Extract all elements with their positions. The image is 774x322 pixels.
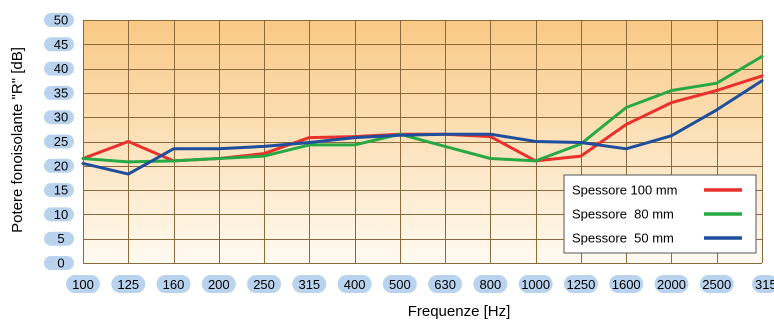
x-tick-pill	[66, 275, 100, 293]
y-tick-label: 40	[54, 61, 68, 76]
x-tick-label: 800	[480, 277, 502, 292]
y-tick-pill	[44, 207, 74, 222]
y-tick-label: 5	[57, 231, 64, 246]
x-tick-pill	[337, 275, 372, 293]
x-tick-pill	[563, 275, 598, 293]
x-tick-label: 1250	[566, 277, 595, 292]
x-tick-label: 630	[434, 277, 456, 292]
y-tick-pill	[44, 183, 74, 198]
y-tick-label: 25	[54, 134, 68, 149]
y-tick-pill	[44, 231, 74, 246]
x-tick-pill	[247, 275, 282, 293]
y-tick-label: 0	[57, 256, 64, 271]
legend-label: Spessore 100 mm	[572, 183, 678, 198]
y-axis-label: Potere fonoisolante "R" [dB]	[9, 47, 26, 233]
x-tick-pill	[292, 275, 327, 293]
y-tick-label: 10	[54, 207, 68, 222]
x-tick-pill	[518, 275, 553, 293]
x-tick-label: 400	[344, 277, 366, 292]
x-tick-pill	[699, 275, 734, 293]
x-tick-pill	[201, 275, 236, 293]
x-tick-label: 315	[298, 277, 320, 292]
x-tick-pill	[654, 275, 689, 293]
x-tick-pill	[156, 275, 191, 293]
x-tick-label: 100	[72, 277, 94, 292]
series-line	[81, 55, 764, 164]
legend-label: Spessore 80 mm	[572, 207, 674, 222]
x-tick-pill	[473, 275, 508, 293]
y-tick-pill	[44, 61, 74, 76]
x-tick-label: 2000	[657, 277, 686, 292]
x-tick-pill	[382, 275, 417, 293]
x-tick-label: 3150	[755, 277, 774, 292]
y-tick-pill	[44, 110, 74, 125]
y-tick-label: 45	[54, 37, 68, 52]
x-tick-label: 1000	[521, 277, 550, 292]
series-line	[81, 79, 764, 176]
x-tick-label: 1600	[612, 277, 641, 292]
y-tick-pill	[44, 13, 74, 27]
x-tick-pill	[111, 275, 146, 293]
y-tick-pill	[44, 256, 74, 270]
y-tick-label: 35	[54, 85, 68, 100]
x-tick-label: 2500	[702, 277, 731, 292]
y-tick-label: 20	[54, 158, 68, 173]
y-tick-label: 15	[54, 183, 68, 198]
x-tick-pill	[609, 275, 644, 293]
x-tick-label: 200	[208, 277, 230, 292]
x-tick-label: 160	[163, 277, 185, 292]
x-tick-label: 250	[253, 277, 275, 292]
x-tick-pill	[752, 275, 774, 293]
y-tick-pill	[44, 158, 74, 173]
x-tick-pill	[428, 275, 463, 293]
legend-label: Spessore 50 mm	[572, 231, 674, 246]
y-tick-pill	[44, 85, 74, 100]
x-tick-label: 500	[389, 277, 411, 292]
y-tick-label: 50	[54, 13, 68, 28]
x-tick-label: 125	[117, 277, 139, 292]
y-tick-pill	[44, 37, 74, 52]
y-tick-pill	[44, 134, 74, 149]
x-axis-label: Frequenze [Hz]	[408, 303, 511, 320]
y-tick-label: 30	[54, 110, 68, 125]
